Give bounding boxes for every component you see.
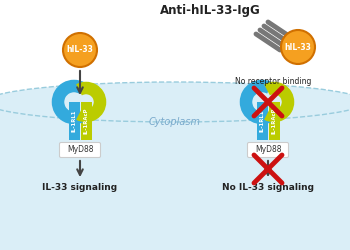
Bar — [80, 102, 91, 140]
Text: Cytoplasm: Cytoplasm — [149, 117, 201, 127]
Text: No IL-33 signaling: No IL-33 signaling — [222, 183, 314, 192]
Bar — [257, 102, 267, 140]
Text: IL-33 signaling: IL-33 signaling — [42, 183, 118, 192]
Ellipse shape — [0, 82, 350, 122]
FancyBboxPatch shape — [247, 142, 288, 158]
Bar — [268, 102, 280, 140]
Text: No receptor binding: No receptor binding — [235, 77, 311, 86]
FancyBboxPatch shape — [60, 142, 100, 158]
Bar — [69, 102, 79, 140]
Text: hIL-33: hIL-33 — [285, 42, 312, 51]
Text: MyD88: MyD88 — [255, 146, 281, 154]
Text: MyD88: MyD88 — [67, 146, 93, 154]
Text: IL-1RAcP: IL-1RAcP — [272, 108, 276, 134]
Text: Anti-hIL-33-IgG: Anti-hIL-33-IgG — [160, 4, 260, 17]
Circle shape — [281, 30, 315, 64]
Bar — [0, 102, 350, 250]
Text: IL-1RL1: IL-1RL1 — [71, 110, 77, 132]
Text: hIL-33: hIL-33 — [66, 46, 93, 54]
Text: IL-1RL1: IL-1RL1 — [259, 110, 265, 132]
Text: IL-1RAcP: IL-1RAcP — [84, 108, 89, 134]
Circle shape — [63, 33, 97, 67]
